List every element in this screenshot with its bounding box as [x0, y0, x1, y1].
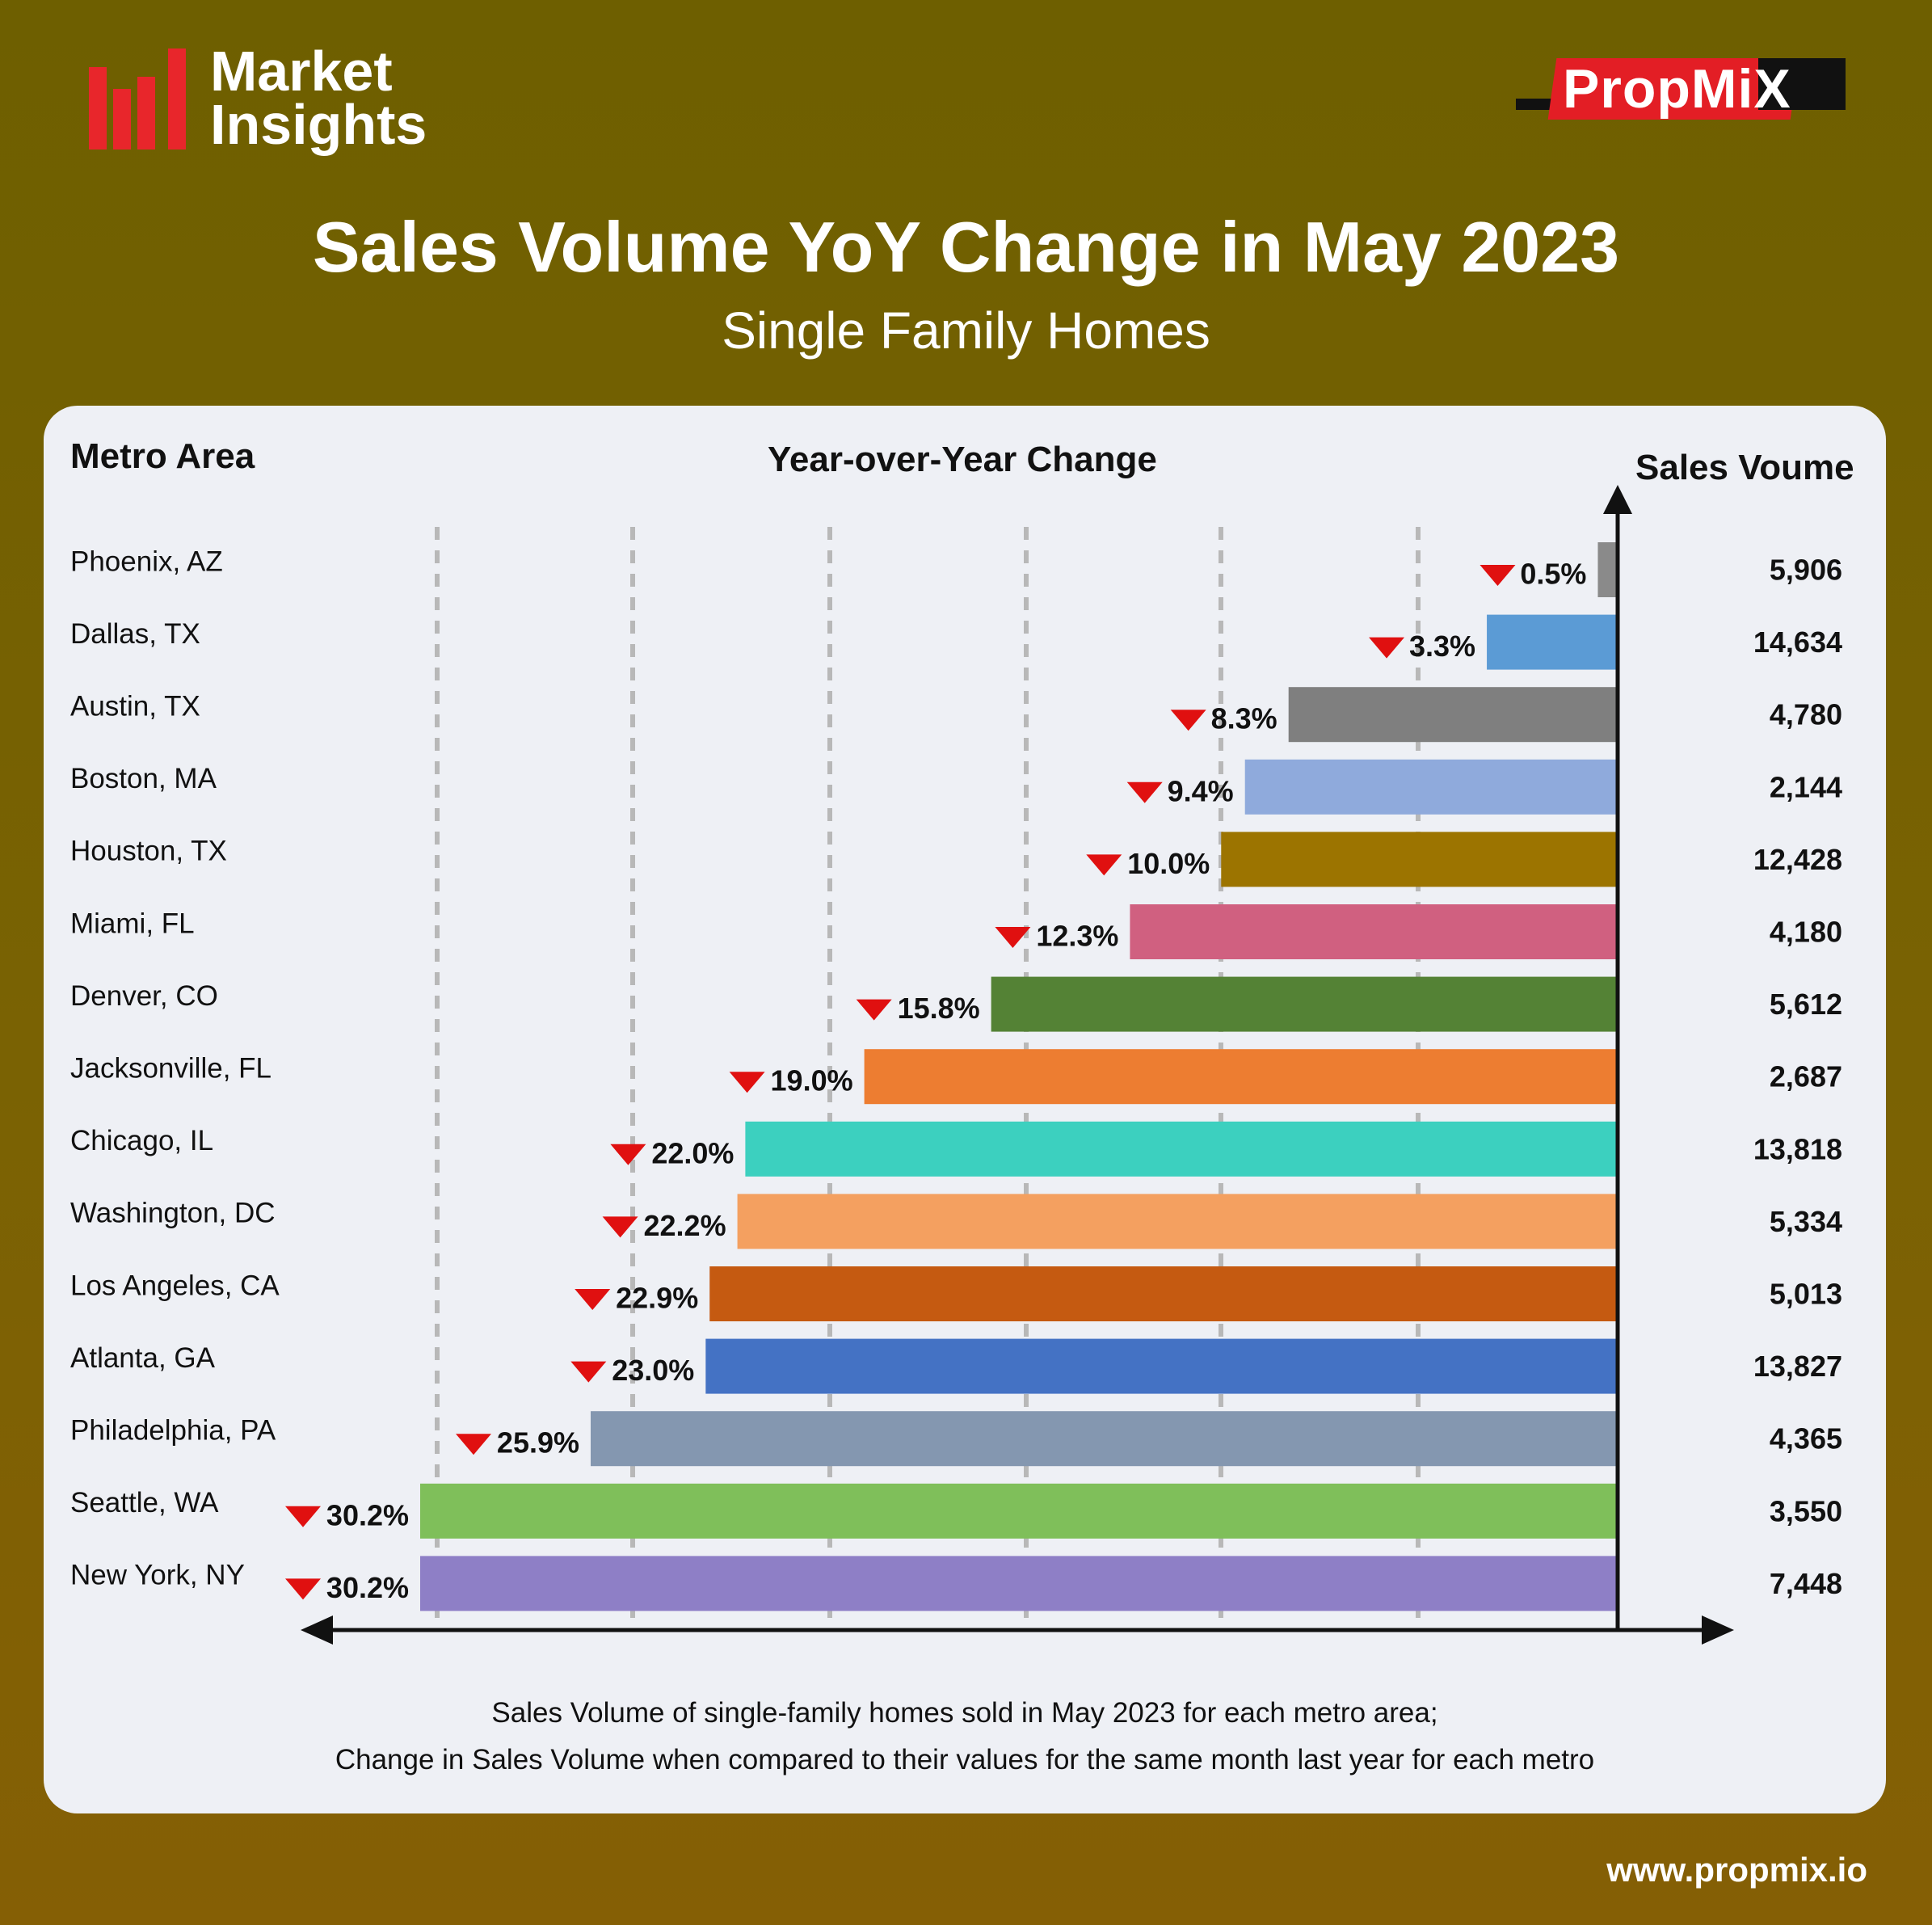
bar-philadelphia-pa	[591, 1411, 1618, 1467]
down-arrow-icon	[610, 1144, 646, 1165]
category-label-seattle-wa: Seattle, WA	[70, 1487, 219, 1519]
category-label-chicago-il: Chicago, IL	[70, 1125, 213, 1156]
sales-volume-jacksonville-fl: 2,687	[1770, 1060, 1842, 1093]
category-label-miami-fl: Miami, FL	[70, 908, 195, 939]
down-arrow-icon	[1170, 710, 1206, 731]
down-arrow-icon	[285, 1578, 321, 1600]
yoy-change-header: Year-over-Year Change	[768, 440, 1157, 479]
bar-los-angeles-ca	[709, 1266, 1618, 1321]
category-label-austin-tx: Austin, TX	[70, 690, 200, 722]
axes	[301, 485, 1734, 1645]
metro-area-header: Metro Area	[70, 436, 255, 476]
sales-volume-boston-ma: 2,144	[1770, 770, 1842, 803]
logo-line-insights: Insights	[210, 93, 427, 156]
sales-volume-dallas-tx: 14,634	[1753, 626, 1842, 659]
sales-volume-atlanta-ga: 13,827	[1753, 1350, 1842, 1383]
value-label-seattle-wa: 30.2%	[326, 1498, 409, 1531]
value-label-jacksonville-fl: 19.0%	[771, 1064, 853, 1097]
value-label-houston-tx: 10.0%	[1127, 847, 1210, 880]
propmix-logo-text: PropMiX	[1563, 58, 1791, 120]
bar-phoenix-az	[1597, 542, 1618, 597]
footnote-line-1: Sales Volume of single-family homes sold…	[491, 1697, 1438, 1729]
bar-denver-co	[991, 976, 1618, 1032]
category-label-houston-tx: Houston, TX	[70, 836, 227, 867]
down-arrow-icon	[285, 1506, 321, 1527]
sales-volume-chicago-il: 13,818	[1753, 1132, 1842, 1165]
category-label-dallas-tx: Dallas, TX	[70, 618, 200, 650]
value-label-chicago-il: 22.0%	[651, 1136, 734, 1169]
bar-chart: Phoenix, AZ 0.5% 5,906 Dallas, TX 3.3% 14,634…	[70, 485, 1842, 1645]
bar-atlanta-ga	[705, 1338, 1618, 1394]
x-axis-right-arrow-icon	[1702, 1615, 1734, 1645]
category-label-philadelphia-pa: Philadelphia, PA	[70, 1414, 276, 1446]
value-label-boston-ma: 9.4%	[1168, 774, 1234, 807]
category-label-jacksonville-fl: Jacksonville, FL	[70, 1052, 271, 1084]
category-label-new-york-ny: New York, NY	[70, 1560, 245, 1591]
chart-title: Sales Volume YoY Change in May 2023	[312, 207, 1620, 287]
down-arrow-icon	[570, 1361, 607, 1383]
chart-subtitle: Single Family Homes	[722, 301, 1210, 360]
down-arrow-icon	[1126, 781, 1163, 803]
y-axis-arrow-icon	[1603, 485, 1632, 514]
value-label-atlanta-ga: 23.0%	[612, 1354, 694, 1387]
bar-jacksonville-fl	[864, 1049, 1618, 1105]
category-label-boston-ma: Boston, MA	[70, 763, 217, 794]
bar-washington-dc	[737, 1194, 1618, 1249]
down-arrow-icon	[995, 927, 1031, 948]
propmix-logo: PropMiX	[1516, 57, 1847, 129]
logo-line-market: Market	[210, 40, 393, 103]
bar-miami-fl	[1130, 904, 1618, 959]
category-label-washington-dc: Washington, DC	[70, 1198, 276, 1229]
value-label-new-york-ny: 30.2%	[326, 1571, 409, 1604]
bar-seattle-wa	[420, 1483, 1618, 1539]
sales-volume-los-angeles-ca: 5,013	[1770, 1278, 1842, 1311]
value-label-austin-tx: 8.3%	[1211, 702, 1277, 735]
value-label-dallas-tx: 3.3%	[1409, 630, 1475, 663]
down-arrow-icon	[856, 999, 892, 1021]
footnote-line-2: Change in Sales Volume when compared to …	[335, 1744, 1595, 1775]
bar-chart-logo-icon	[89, 48, 186, 150]
sales-volume-austin-tx: 4,780	[1770, 698, 1842, 731]
category-label-atlanta-ga: Atlanta, GA	[70, 1342, 216, 1374]
value-label-los-angeles-ca: 22.9%	[616, 1282, 698, 1315]
bar-dallas-tx	[1487, 614, 1618, 670]
market-insights-logo: Market Insights	[89, 40, 493, 166]
sales-volume-washington-dc: 5,334	[1770, 1205, 1842, 1238]
down-arrow-icon	[1369, 637, 1405, 659]
chart-card: Metro Area Year-over-Year Change Sales V…	[44, 406, 1886, 1813]
sales-volume-denver-co: 5,612	[1770, 988, 1842, 1021]
down-arrow-icon	[1086, 854, 1122, 876]
value-label-phoenix-az: 0.5%	[1520, 558, 1586, 591]
sales-volume-new-york-ny: 7,448	[1770, 1567, 1842, 1600]
sales-volume-houston-tx: 12,428	[1753, 843, 1842, 876]
bars-group: Phoenix, AZ 0.5% 5,906 Dallas, TX 3.3% 14,634…	[70, 542, 1842, 1611]
value-label-miami-fl: 12.3%	[1036, 920, 1118, 953]
category-label-phoenix-az: Phoenix, AZ	[70, 545, 223, 577]
bar-houston-tx	[1221, 832, 1618, 887]
value-label-philadelphia-pa: 25.9%	[497, 1426, 579, 1460]
sales-volume-miami-fl: 4,180	[1770, 916, 1842, 949]
category-label-denver-co: Denver, CO	[70, 980, 218, 1012]
value-label-washington-dc: 22.2%	[644, 1209, 726, 1242]
website-url: www.propmix.io	[1606, 1851, 1867, 1889]
down-arrow-icon	[1480, 565, 1516, 586]
sales-volume-header: Sales Voume	[1635, 448, 1854, 487]
bar-new-york-ny	[420, 1556, 1618, 1611]
category-label-los-angeles-ca: Los Angeles, CA	[70, 1270, 280, 1301]
sales-volume-seattle-wa: 3,550	[1770, 1494, 1842, 1527]
down-arrow-icon	[602, 1216, 638, 1238]
x-axis-left-arrow-icon	[301, 1615, 333, 1645]
down-arrow-icon	[729, 1072, 765, 1093]
bar-boston-ma	[1244, 759, 1618, 815]
value-label-denver-co: 15.8%	[898, 992, 980, 1025]
bar-chicago-il	[745, 1121, 1618, 1177]
bar-austin-tx	[1288, 687, 1618, 743]
sales-volume-phoenix-az: 5,906	[1770, 554, 1842, 587]
sales-volume-philadelphia-pa: 4,365	[1770, 1422, 1842, 1455]
down-arrow-icon	[575, 1289, 611, 1310]
down-arrow-icon	[456, 1434, 492, 1455]
